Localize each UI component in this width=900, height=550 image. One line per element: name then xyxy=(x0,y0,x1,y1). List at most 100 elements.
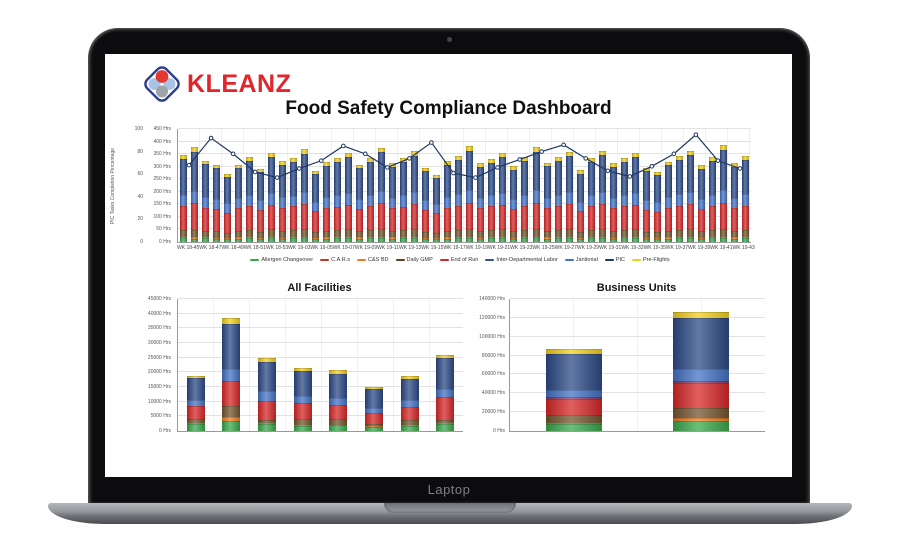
line-marker xyxy=(671,151,677,157)
bar-segment xyxy=(499,204,507,230)
stacked-bar xyxy=(224,173,232,242)
bar-segment xyxy=(455,229,463,237)
bar-segment xyxy=(444,230,452,238)
bar-segment xyxy=(521,206,529,230)
bar-segment xyxy=(224,203,232,213)
bar-segment xyxy=(312,238,320,242)
bar-segment xyxy=(576,173,584,202)
stacked-bar xyxy=(356,164,364,242)
y-tick-label: 60000 Hrs xyxy=(481,371,505,378)
bar-segment xyxy=(620,157,628,162)
bar-segment xyxy=(224,238,232,239)
bar-segment xyxy=(576,232,584,238)
bar-segment xyxy=(367,195,375,207)
stacked-bar xyxy=(598,151,606,242)
bar-segment xyxy=(675,155,683,160)
bar-segment xyxy=(565,229,573,237)
bar-segment xyxy=(545,414,602,423)
bar-segment xyxy=(235,230,243,238)
legend-label: Pre-Flights xyxy=(642,257,670,263)
bar-segment xyxy=(543,166,551,198)
bar-segment xyxy=(433,177,441,204)
stacked-bar xyxy=(329,370,348,431)
bar-segment xyxy=(356,237,364,239)
gridline xyxy=(178,153,751,155)
bar-segment xyxy=(436,420,455,424)
bar-segment xyxy=(301,149,309,154)
stacked-bar xyxy=(222,318,241,431)
bar-segment xyxy=(719,202,727,229)
bar-segment xyxy=(364,389,383,408)
bar-segment xyxy=(290,162,298,196)
bar-segment xyxy=(422,231,430,238)
bar-segment xyxy=(466,228,474,237)
stacked-bar xyxy=(686,150,694,242)
bar-segment xyxy=(329,397,348,405)
line-marker xyxy=(186,162,192,168)
bar-segment xyxy=(708,238,716,242)
bar-segment xyxy=(554,230,562,238)
bar-segment xyxy=(411,204,419,230)
bar-segment xyxy=(620,238,628,242)
bar-segment xyxy=(433,232,441,238)
week-tick-label: WK 19-07 xyxy=(332,245,355,251)
bar-segment xyxy=(543,208,551,231)
bar-segment xyxy=(258,361,277,392)
bar-segment xyxy=(202,160,210,165)
bar-segment xyxy=(488,238,496,242)
bar-segment xyxy=(609,197,617,209)
bar-segment xyxy=(675,205,683,230)
bar-segment xyxy=(329,418,348,425)
bar-segment xyxy=(301,229,309,237)
bar-segment xyxy=(565,237,573,242)
bar-segment xyxy=(510,237,518,239)
bar-segment xyxy=(202,237,210,239)
bar-segment xyxy=(222,405,241,418)
bar-segment xyxy=(301,191,309,205)
legend-swatch xyxy=(631,259,641,261)
bar-segment xyxy=(329,370,348,374)
bar-segment xyxy=(587,238,595,242)
bar-segment xyxy=(587,195,595,207)
bar-segment xyxy=(329,373,348,398)
stacked-bar xyxy=(466,146,474,242)
bar-segment xyxy=(367,157,375,162)
gridline xyxy=(178,215,751,217)
stacked-bar xyxy=(488,158,496,242)
bar-segment xyxy=(268,229,276,237)
bar-segment xyxy=(455,238,463,242)
bar-segment xyxy=(235,198,243,209)
bar-segment xyxy=(411,237,419,242)
stacked-bar xyxy=(653,172,661,242)
kleanz-logo-icon xyxy=(144,66,180,102)
legend-label: End of Run xyxy=(450,257,479,263)
gridline xyxy=(178,190,751,192)
bar-segment xyxy=(389,197,397,209)
y-tick-label: 0 xyxy=(140,239,143,245)
bar-segment xyxy=(258,400,277,421)
bar-segment xyxy=(554,156,562,161)
y-tick-label: 20000 Hrs xyxy=(147,369,171,376)
bar-segment xyxy=(631,192,639,205)
line-marker xyxy=(429,140,434,145)
bar-segment xyxy=(510,209,518,232)
y-tick-label: 100000 Hrs xyxy=(479,333,505,340)
y-tick-label: 300 Hrs xyxy=(153,163,171,170)
bar-segment xyxy=(444,196,452,208)
bar-segment xyxy=(609,230,617,238)
stacked-bar xyxy=(477,163,485,242)
gridline xyxy=(178,228,751,230)
stacked-bar xyxy=(364,387,383,431)
bar-segment xyxy=(400,162,408,196)
bar-segment xyxy=(235,164,243,169)
line-marker xyxy=(539,149,544,154)
week-tick-label: WK 19-29 xyxy=(576,245,600,251)
bar-segment xyxy=(620,161,628,196)
bar-segment xyxy=(213,209,221,232)
week-tick-label: WK 19-35 xyxy=(643,245,666,251)
legend-swatch xyxy=(250,259,260,261)
bar-segment xyxy=(356,198,364,210)
bar-segment xyxy=(312,211,320,233)
bar-segment xyxy=(499,152,507,157)
legend-swatch xyxy=(604,259,614,261)
